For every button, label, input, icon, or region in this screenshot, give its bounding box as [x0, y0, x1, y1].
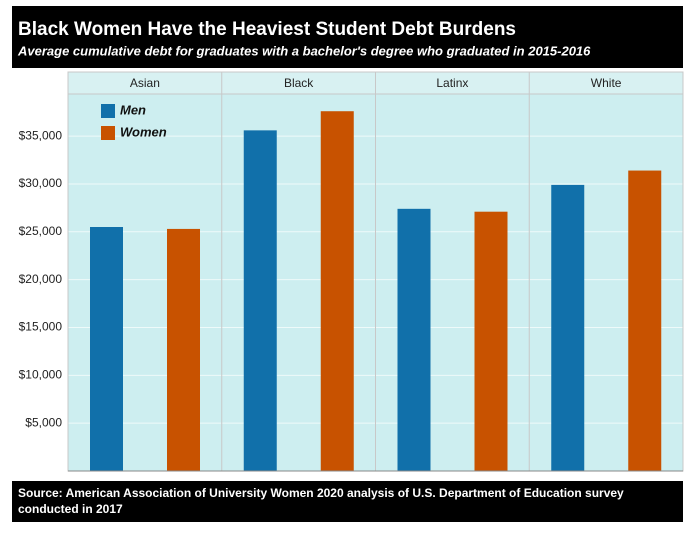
legend-label: Women — [120, 124, 167, 139]
legend-label: Men — [120, 102, 146, 117]
facet-label: Black — [284, 76, 314, 90]
bar — [167, 228, 200, 471]
bar — [551, 184, 585, 472]
y-tick-label: $25,000 — [19, 224, 63, 238]
bar — [90, 227, 123, 471]
bar — [320, 111, 354, 471]
y-tick-label: $20,000 — [19, 272, 63, 286]
bar — [397, 208, 431, 472]
legend-swatch — [101, 104, 115, 118]
facet-label: Latinx — [436, 76, 468, 90]
bar — [628, 170, 662, 471]
facet-label: White — [591, 76, 622, 90]
bar — [243, 130, 277, 471]
y-tick-label: $10,000 — [19, 367, 63, 381]
source-banner — [12, 481, 683, 522]
y-tick-label: $15,000 — [19, 320, 63, 334]
chart-subtitle: Average cumulative debt for graduates wi… — [17, 43, 591, 58]
y-tick-label: $35,000 — [19, 128, 63, 142]
facet-label: Asian — [130, 76, 160, 90]
chart-title: Black Women Have the Heaviest Student De… — [18, 19, 516, 40]
y-tick-label: $30,000 — [19, 176, 63, 190]
title-banner — [12, 6, 683, 68]
legend-swatch — [101, 126, 115, 140]
bar — [474, 211, 508, 472]
source-line-2: conducted in 2017 — [18, 502, 123, 516]
source-line-1: Source: American Association of Universi… — [18, 486, 624, 500]
y-tick-label: $5,000 — [25, 415, 62, 429]
